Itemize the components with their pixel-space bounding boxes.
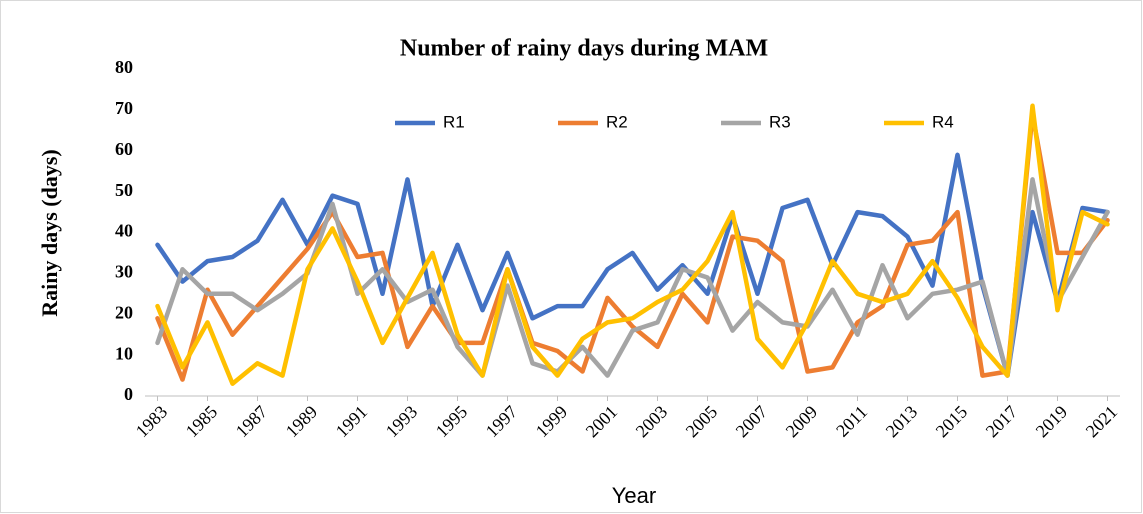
line-series: [155, 177, 1110, 378]
y-tick-label: 40: [115, 221, 133, 241]
line-series: [155, 103, 1110, 386]
y-tick-label: 60: [115, 139, 133, 159]
chart-title: Number of rainy days during MAM: [400, 36, 768, 62]
y-tick-label: 20: [115, 302, 133, 322]
y-tick-label: 70: [115, 98, 133, 118]
y-tick-label: 10: [115, 343, 133, 363]
line-series: [155, 152, 1110, 378]
legend-label: R1: [443, 112, 465, 131]
y-tick-label: 50: [115, 180, 133, 200]
y-tick-label: 30: [115, 262, 133, 282]
y-axis-label: Rainy days (days): [37, 149, 62, 316]
y-tick-label: 0: [124, 384, 133, 404]
legend-label: R3: [769, 112, 791, 131]
x-axis-label: Year: [612, 483, 656, 508]
legend-label: R2: [606, 112, 628, 131]
line-series: [155, 111, 1110, 382]
legend-label: R4: [932, 112, 954, 131]
y-tick-label: 80: [115, 57, 133, 77]
